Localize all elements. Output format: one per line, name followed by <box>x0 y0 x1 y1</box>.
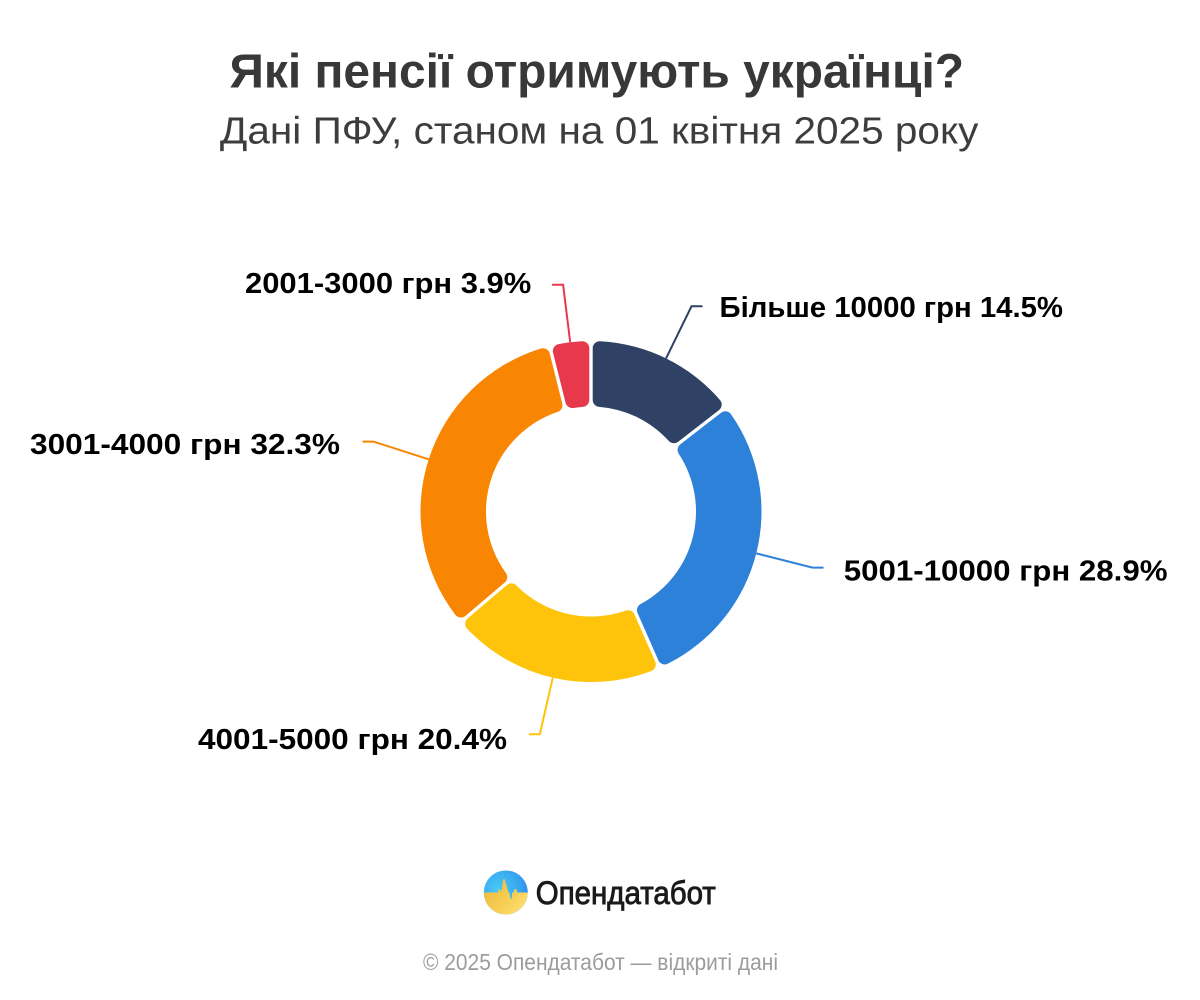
svg-text:2001-3000 грн 3.9%: 2001-3000 грн 3.9% <box>245 268 532 300</box>
svg-text:Опендатабот: Опендатабот <box>536 875 716 911</box>
svg-text:Більше 10000 грн 14.5%: Більше 10000 грн 14.5% <box>720 292 1064 324</box>
svg-text:Дані ПФУ, станом на 01 квітня: Дані ПФУ, станом на 01 квітня 2025 року <box>220 111 979 153</box>
svg-text:5001-10000 грн 28.9%: 5001-10000 грн 28.9% <box>844 556 1168 588</box>
svg-text:Які пенсії отримують українці?: Які пенсії отримують українці? <box>230 46 965 99</box>
svg-text:4001-5000 грн 20.4%: 4001-5000 грн 20.4% <box>198 724 507 756</box>
svg-text:© 2025 Опендатабот — відкриті: © 2025 Опендатабот — відкриті дані <box>423 949 778 975</box>
svg-text:3001-4000 грн 32.3%: 3001-4000 грн 32.3% <box>30 429 340 461</box>
